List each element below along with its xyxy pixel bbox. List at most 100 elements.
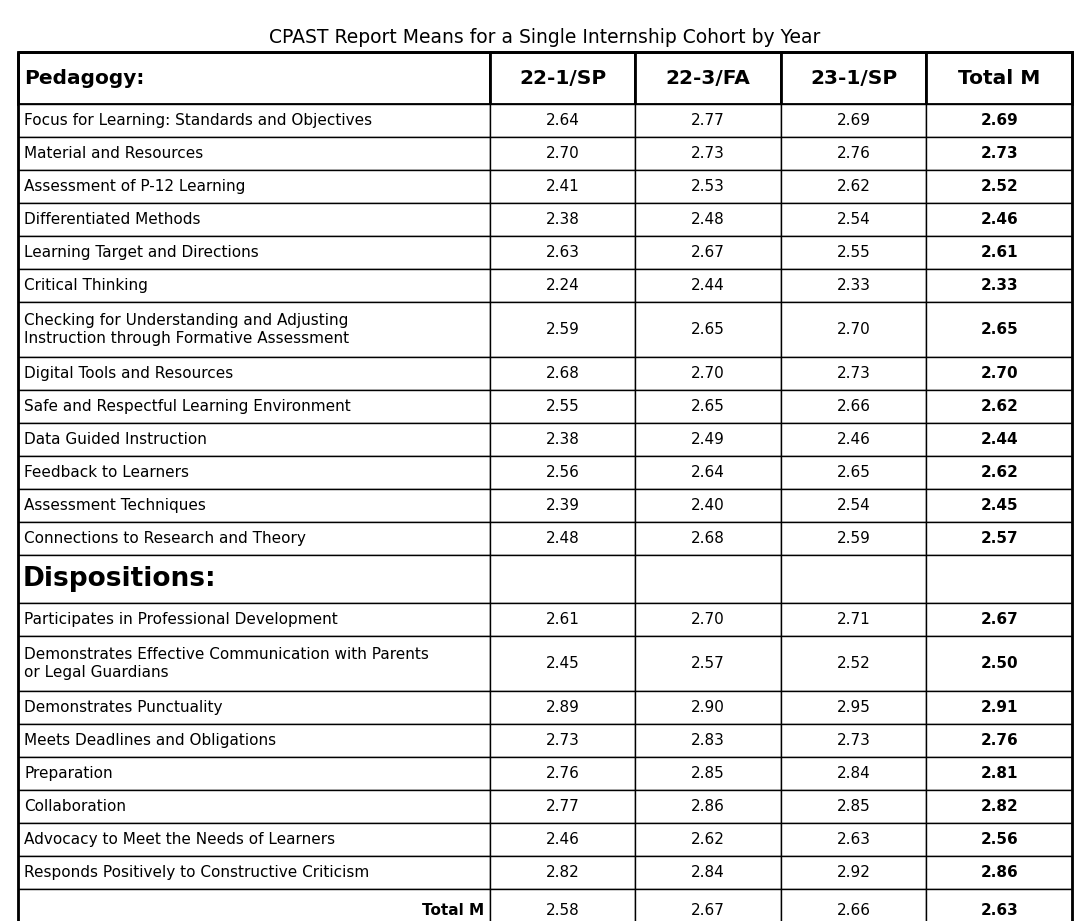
Text: 2.65: 2.65 (980, 322, 1018, 337)
Text: Assessment Techniques: Assessment Techniques (24, 498, 206, 513)
Bar (926, 555, 1071, 603)
Bar (926, 889, 1071, 921)
Bar (635, 52, 780, 104)
Bar (19, 52, 489, 104)
Bar (780, 104, 926, 137)
Bar (635, 522, 780, 555)
Text: 2.83: 2.83 (691, 733, 725, 748)
Bar (780, 52, 926, 104)
Text: Dispositions:: Dispositions: (23, 566, 217, 592)
Text: 2.68: 2.68 (691, 531, 725, 546)
Bar (489, 203, 635, 236)
Bar (489, 691, 635, 724)
Text: 2.62: 2.62 (980, 465, 1018, 480)
Bar (780, 390, 926, 423)
Text: 2.73: 2.73 (837, 733, 871, 748)
Text: 2.65: 2.65 (691, 399, 725, 414)
Bar (19, 522, 489, 555)
Bar (635, 603, 780, 636)
Text: 2.50: 2.50 (980, 656, 1018, 671)
Bar (19, 889, 489, 921)
Bar (780, 636, 926, 691)
Text: 2.62: 2.62 (837, 179, 871, 194)
Text: 2.38: 2.38 (546, 432, 580, 447)
Bar (635, 489, 780, 522)
Bar (19, 456, 489, 489)
Text: 2.44: 2.44 (980, 432, 1018, 447)
Bar (635, 724, 780, 757)
Text: 2.61: 2.61 (980, 245, 1018, 260)
Bar (926, 357, 1071, 390)
Text: Learning Target and Directions: Learning Target and Directions (24, 245, 258, 260)
Text: 2.70: 2.70 (691, 366, 725, 381)
Bar (926, 269, 1071, 302)
Bar (635, 636, 780, 691)
Text: 2.33: 2.33 (980, 278, 1018, 293)
Text: 2.84: 2.84 (837, 766, 871, 781)
Text: 2.85: 2.85 (691, 766, 725, 781)
Text: 2.91: 2.91 (981, 700, 1018, 715)
Text: 2.67: 2.67 (691, 245, 725, 260)
Text: 2.82: 2.82 (980, 799, 1018, 814)
Text: 2.76: 2.76 (546, 766, 580, 781)
Text: 2.48: 2.48 (546, 531, 580, 546)
Text: CPAST Report Means for a Single Internship Cohort by Year: CPAST Report Means for a Single Internsh… (269, 28, 821, 47)
Bar (19, 603, 489, 636)
Text: 2.65: 2.65 (691, 322, 725, 337)
Text: 2.46: 2.46 (837, 432, 871, 447)
Bar (489, 856, 635, 889)
Text: 2.77: 2.77 (691, 113, 725, 128)
Text: 2.66: 2.66 (837, 903, 871, 917)
Bar (926, 52, 1071, 104)
Bar (19, 790, 489, 823)
Text: 2.46: 2.46 (546, 832, 580, 847)
Bar (780, 236, 926, 269)
Text: 2.63: 2.63 (980, 903, 1018, 917)
Text: 2.76: 2.76 (980, 733, 1018, 748)
Bar (635, 104, 780, 137)
Text: 2.61: 2.61 (546, 612, 580, 627)
Text: 2.49: 2.49 (691, 432, 725, 447)
Bar (635, 423, 780, 456)
Text: Connections to Research and Theory: Connections to Research and Theory (24, 531, 306, 546)
Bar (489, 236, 635, 269)
Bar (780, 691, 926, 724)
Bar (489, 555, 635, 603)
Bar (19, 636, 489, 691)
Text: Preparation: Preparation (24, 766, 112, 781)
Text: 2.92: 2.92 (837, 865, 871, 880)
Bar (780, 302, 926, 357)
Bar (780, 555, 926, 603)
Text: 2.48: 2.48 (691, 212, 725, 227)
Bar (780, 137, 926, 170)
Bar (19, 137, 489, 170)
Text: 2.63: 2.63 (837, 832, 871, 847)
Bar (780, 170, 926, 203)
Bar (926, 104, 1071, 137)
Text: 2.64: 2.64 (691, 465, 725, 480)
Text: 2.90: 2.90 (691, 700, 725, 715)
Bar (635, 170, 780, 203)
Bar (635, 137, 780, 170)
Bar (19, 823, 489, 856)
Bar (780, 357, 926, 390)
Text: 2.33: 2.33 (837, 278, 871, 293)
Text: 2.45: 2.45 (980, 498, 1018, 513)
Bar (489, 170, 635, 203)
Text: 2.52: 2.52 (980, 179, 1018, 194)
Text: 2.86: 2.86 (980, 865, 1018, 880)
Text: Digital Tools and Resources: Digital Tools and Resources (24, 366, 233, 381)
Text: 2.55: 2.55 (546, 399, 580, 414)
Text: 2.57: 2.57 (691, 656, 725, 671)
Bar (635, 203, 780, 236)
Bar (635, 390, 780, 423)
Bar (19, 555, 489, 603)
Text: 2.24: 2.24 (546, 278, 580, 293)
Bar (489, 522, 635, 555)
Text: 2.52: 2.52 (837, 656, 871, 671)
Text: 2.58: 2.58 (546, 903, 580, 917)
Text: 23-1/SP: 23-1/SP (810, 68, 897, 87)
Bar (780, 456, 926, 489)
Bar (635, 555, 780, 603)
Bar (635, 302, 780, 357)
